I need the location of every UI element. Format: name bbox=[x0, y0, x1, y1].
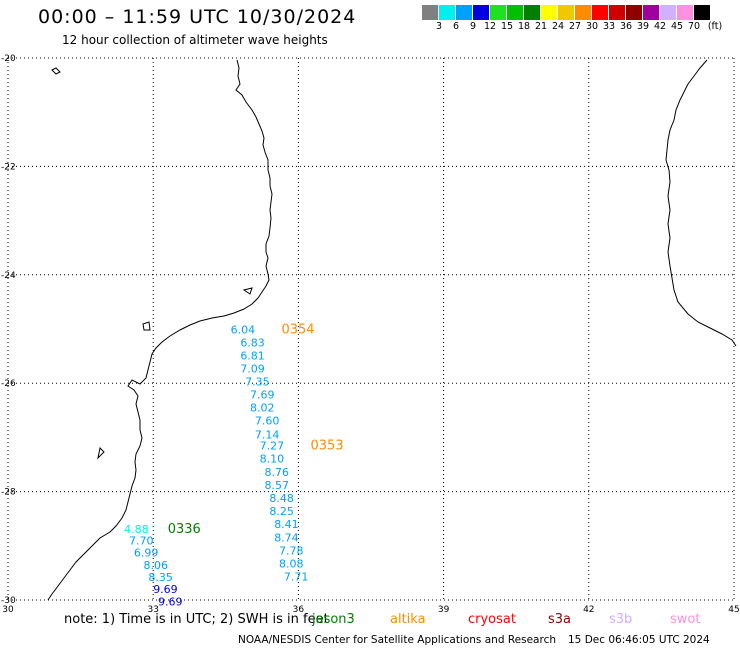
y-tick-label: -24 bbox=[1, 271, 16, 281]
wave-height-value: 7.78 bbox=[279, 544, 304, 557]
x-tick-label: 42 bbox=[583, 605, 594, 615]
x-tick-label: 30 bbox=[2, 605, 14, 615]
colorbar-swatch bbox=[473, 5, 490, 20]
wave-height-value: 8.02 bbox=[250, 401, 275, 414]
colorbar-label: 12 bbox=[483, 21, 497, 32]
colorbar-swatch bbox=[541, 5, 558, 20]
satellite-legend-entry: jason3 bbox=[312, 612, 355, 627]
colorbar-label: 18 bbox=[517, 21, 531, 32]
colorbar-labels: 3 6 9 12 15 18 21 24 27 30 33 36 39 42 45 70 (ft) bbox=[422, 21, 740, 33]
colorbar-swatch bbox=[592, 5, 609, 20]
footnote: note: 1) Time is in UTC; 2) SWH is in fe… bbox=[64, 612, 329, 627]
wave-height-value: 7.71 bbox=[284, 570, 309, 583]
colorbar-label: 33 bbox=[602, 21, 616, 32]
satellite-legend-entry: s3b bbox=[609, 612, 633, 627]
colorbar-swatch bbox=[507, 5, 524, 20]
wave-height-value: 8.08 bbox=[279, 557, 304, 570]
coastline bbox=[47, 59, 737, 601]
wave-height-value: 8.06 bbox=[144, 559, 169, 572]
satellite-legend-entry: altika bbox=[390, 612, 426, 627]
chart-title: 00:00 – 11:59 UTC 10/30/2024 bbox=[38, 6, 357, 28]
altimeter-tracks: 6.046.836.817.097.357.698.027.607.14 0354… bbox=[124, 322, 343, 608]
x-tick-label: 33 bbox=[147, 605, 158, 615]
colorbar-swatch bbox=[456, 5, 473, 20]
africa-coastline bbox=[47, 59, 273, 601]
island-2 bbox=[142, 321, 151, 331]
colorbar-swatch bbox=[660, 5, 677, 20]
wave-height-value: 7.70 bbox=[129, 535, 154, 548]
wave-height-value: 8.57 bbox=[265, 479, 290, 492]
colorbar-label: 6 bbox=[452, 21, 460, 32]
wave-height-value: 7.35 bbox=[245, 375, 270, 388]
wave-height-value: 6.99 bbox=[134, 547, 159, 560]
footer-credit: NOAA/NESDIS Center for Satellite Applica… bbox=[238, 634, 556, 646]
colorbar-swatch bbox=[490, 5, 507, 20]
wave-height-value: 8.48 bbox=[269, 492, 294, 505]
wave-height-value: 7.60 bbox=[255, 414, 280, 427]
map-grid: 30 33 36 39 42 45 -20 -22 -24 -26 -28 -30 bbox=[1, 54, 740, 615]
pass-number-label: 0353 bbox=[311, 438, 344, 453]
colorbar-label: 30 bbox=[585, 21, 599, 32]
colorbar-label: 15 bbox=[500, 21, 514, 32]
colorbar-swatch bbox=[439, 5, 456, 20]
wave-height-value: 7.14 bbox=[255, 428, 280, 441]
wave-height-value: 8.25 bbox=[269, 505, 294, 518]
wave-height-value: 8.10 bbox=[260, 452, 285, 465]
colorbar-swatch bbox=[524, 5, 541, 20]
pass-number-label: 0354 bbox=[281, 322, 314, 337]
colorbar-label: 21 bbox=[534, 21, 548, 32]
colorbar-label: 42 bbox=[653, 21, 667, 32]
colorbar-label: 27 bbox=[568, 21, 582, 32]
island-1 bbox=[51, 67, 61, 75]
footer-timestamp: 15 Dec 06:46:05 UTC 2024 bbox=[568, 634, 710, 646]
y-tick-label: -28 bbox=[1, 488, 16, 498]
x-tick-label: 39 bbox=[438, 605, 450, 615]
wave-height-colorbar bbox=[422, 5, 711, 20]
wave-height-value: 8.35 bbox=[148, 571, 173, 584]
colorbar-label: 24 bbox=[551, 21, 565, 32]
y-tick-label: -26 bbox=[1, 379, 16, 389]
island-3 bbox=[97, 446, 105, 460]
colorbar-swatch bbox=[575, 5, 592, 20]
satellite-legend-entry: swot bbox=[670, 612, 701, 627]
colorbar-swatch bbox=[677, 5, 694, 20]
wave-height-value: 6.83 bbox=[240, 336, 265, 349]
wave-height-value: 9.69 bbox=[153, 583, 178, 596]
madagascar-coastline bbox=[665, 59, 737, 347]
colorbar-swatch bbox=[694, 5, 711, 20]
pass-number-label: 0336 bbox=[168, 522, 201, 537]
satellite-legend-entry: s3a bbox=[548, 612, 572, 627]
y-tick-label: -22 bbox=[1, 162, 16, 172]
colorbar-label: 39 bbox=[636, 21, 650, 32]
wave-height-value: 8.41 bbox=[274, 518, 299, 531]
wave-height-value: 7.69 bbox=[250, 388, 275, 401]
y-tick-label: -20 bbox=[1, 54, 16, 64]
satellite-legend-entry: cryosat bbox=[468, 612, 516, 627]
colorbar-label: 3 bbox=[435, 21, 443, 32]
x-tick-label: 45 bbox=[728, 605, 739, 615]
colorbar-label: 45 bbox=[670, 21, 684, 32]
wave-height-value: 7.27 bbox=[260, 439, 285, 452]
wave-height-value: 8.74 bbox=[274, 531, 299, 544]
chart-subtitle: 12 hour collection of altimeter wave hei… bbox=[62, 33, 328, 47]
colorbar-label: 36 bbox=[619, 21, 633, 32]
wave-height-value: 6.81 bbox=[240, 349, 265, 362]
wave-height-value: 7.09 bbox=[240, 362, 265, 375]
colorbar-label: 9 bbox=[469, 21, 477, 32]
colorbar-swatch bbox=[558, 5, 575, 20]
colorbar-swatch bbox=[643, 5, 660, 20]
colorbar-swatch bbox=[422, 5, 439, 20]
x-tick-label: 36 bbox=[293, 605, 305, 615]
colorbar-label: (ft) bbox=[707, 21, 723, 32]
y-tick-label: -30 bbox=[1, 596, 16, 606]
colorbar-swatch bbox=[626, 5, 643, 20]
colorbar-label: 70 bbox=[687, 21, 701, 32]
wave-height-value: 4.88 bbox=[124, 523, 149, 536]
island-4 bbox=[242, 287, 253, 295]
wave-height-value: 9.69 bbox=[158, 595, 183, 608]
wave-height-value: 8.76 bbox=[265, 466, 290, 479]
colorbar-swatch bbox=[609, 5, 626, 20]
wave-height-value: 6.04 bbox=[231, 323, 256, 336]
